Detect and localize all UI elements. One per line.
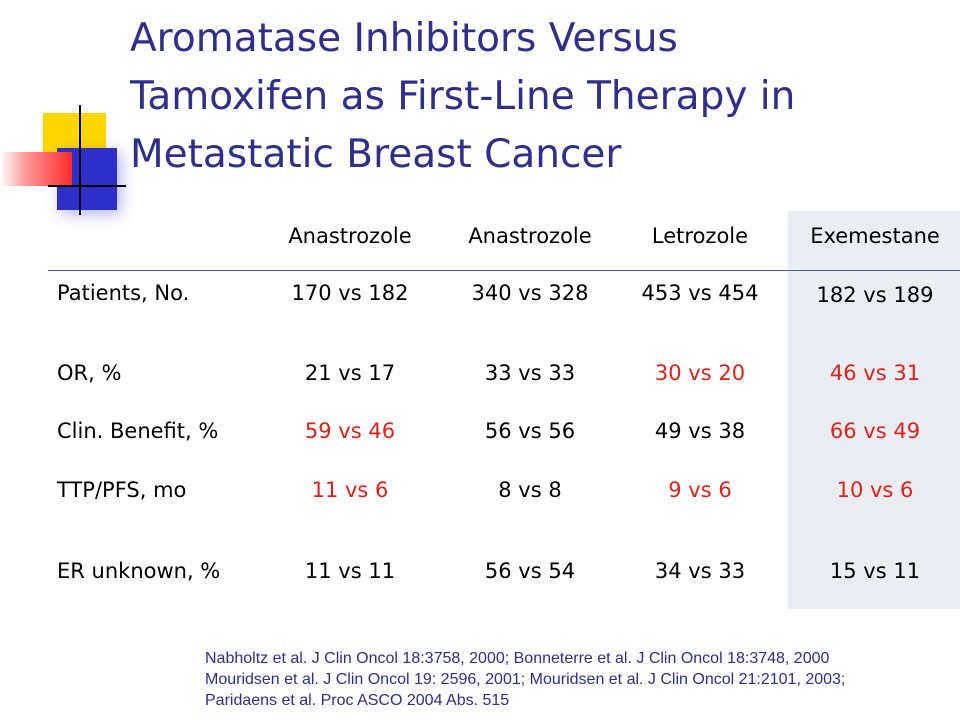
decor-vertical-line — [79, 105, 81, 215]
row-label-or: OR, % — [57, 361, 122, 385]
table-cell: 21 vs 17 — [304, 361, 396, 385]
title-line-3: Metastatic Breast Cancer — [130, 132, 622, 177]
title-line-2: Tamoxifen as First-Line Therapy in — [130, 74, 796, 119]
row-label-clinical-benefit: Clin. Benefit, % — [57, 419, 219, 443]
table-cell: 340 vs 328 — [471, 281, 589, 305]
table-cell: 46 vs 31 — [829, 361, 921, 385]
table-header-anastrozole-2: Anastrozole — [468, 224, 592, 248]
reference-line-2: Mouridsen et al. J Clin Oncol 19: 2596, … — [205, 671, 846, 688]
table-cell: 170 vs 182 — [291, 281, 409, 305]
table-cell: 11 vs 11 — [304, 559, 396, 583]
reference-line-3: Paridaens et al. Proc ASCO 2004 Abs. 515 — [205, 692, 510, 709]
table-cell: 9 vs 6 — [668, 478, 732, 502]
table-cell: 8 vs 8 — [498, 478, 562, 502]
table-header-divider — [48, 270, 960, 271]
decor-red-gradient-bar — [0, 152, 72, 186]
table-cell: 453 vs 454 — [641, 281, 759, 305]
reference-line-1: Nabholtz et al. J Clin Oncol 18:3758, 20… — [205, 650, 830, 667]
table-cell: 66 vs 49 — [829, 419, 921, 443]
table-cell: 56 vs 54 — [484, 559, 576, 583]
table-cell: 10 vs 6 — [836, 478, 914, 502]
row-label-patients: Patients, No. — [57, 281, 190, 305]
table-cell: 182 vs 189 — [816, 283, 934, 307]
references: Nabholtz et al. J Clin Oncol 18:3758, 20… — [205, 648, 845, 711]
table-header-anastrozole-1: Anastrozole — [288, 224, 412, 248]
table-cell: 15 vs 11 — [829, 559, 921, 583]
table-cell: 11 vs 6 — [311, 478, 389, 502]
row-label-er-unknown: ER unknown, % — [57, 559, 221, 583]
slide-title: Aromatase Inhibitors Versus Tamoxifen as… — [130, 10, 930, 184]
table-cell: 34 vs 33 — [654, 559, 746, 583]
table-cell: 56 vs 56 — [484, 419, 576, 443]
table-header-letrozole: Letrozole — [651, 224, 749, 248]
title-line-1: Aromatase Inhibitors Versus — [130, 16, 678, 61]
row-label-ttp-pfs: TTP/PFS, mo — [57, 478, 187, 502]
table-cell: 59 vs 46 — [304, 419, 396, 443]
table-cell: 33 vs 33 — [484, 361, 576, 385]
table-header-exemestane: Exemestane — [810, 224, 940, 248]
exemestane-column-background — [788, 211, 960, 609]
table-cell: 49 vs 38 — [654, 419, 746, 443]
decor-horizontal-line — [48, 185, 126, 187]
table-cell: 30 vs 20 — [654, 361, 746, 385]
